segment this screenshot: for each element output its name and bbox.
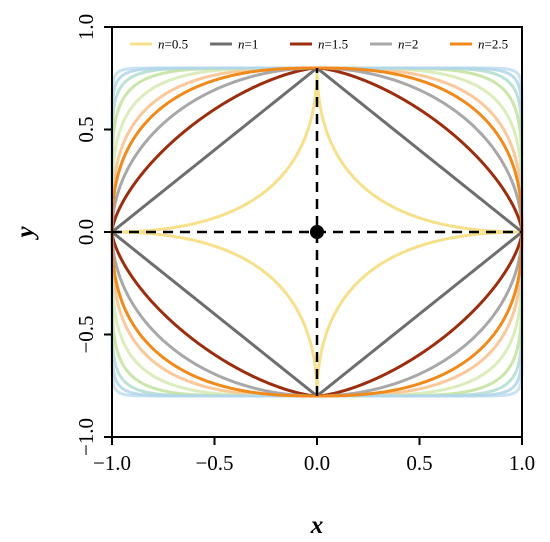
x-tick-label: 0.5	[406, 451, 432, 475]
x-tick-label: 1.0	[509, 451, 535, 475]
y-tick-label: 1.0	[74, 14, 98, 40]
x-tick-label: −0.5	[195, 451, 233, 475]
y-tick-label: 0.5	[74, 116, 98, 142]
y-tick-label: 0.0	[74, 219, 98, 245]
center-point	[310, 225, 324, 239]
legend-label-n=1: n=1	[238, 37, 258, 52]
y-axis-title: y	[12, 226, 39, 241]
legend-label-n=1.5: n=1.5	[318, 37, 348, 52]
y-tick-label: −1.0	[74, 418, 98, 456]
x-axis-ticks: −1.0 −0.5 0.0 0.5 1.0	[93, 437, 535, 475]
legend-label-n=2: n=2	[398, 37, 418, 52]
y-axis-ticks: −1.0 −0.5 0.0 0.5 1.0	[74, 14, 112, 456]
legend-label-n=0.5: n=0.5	[158, 37, 188, 52]
x-tick-label: −1.0	[93, 451, 131, 475]
legend: n=0.5 n=1 n=1.5 n=2 n=2.5	[130, 37, 508, 52]
y-tick-label: −0.5	[74, 315, 98, 353]
x-tick-label: 0.0	[304, 451, 330, 475]
legend-label-n=2.5: n=2.5	[478, 37, 508, 52]
x-axis-title: x	[310, 512, 324, 539]
